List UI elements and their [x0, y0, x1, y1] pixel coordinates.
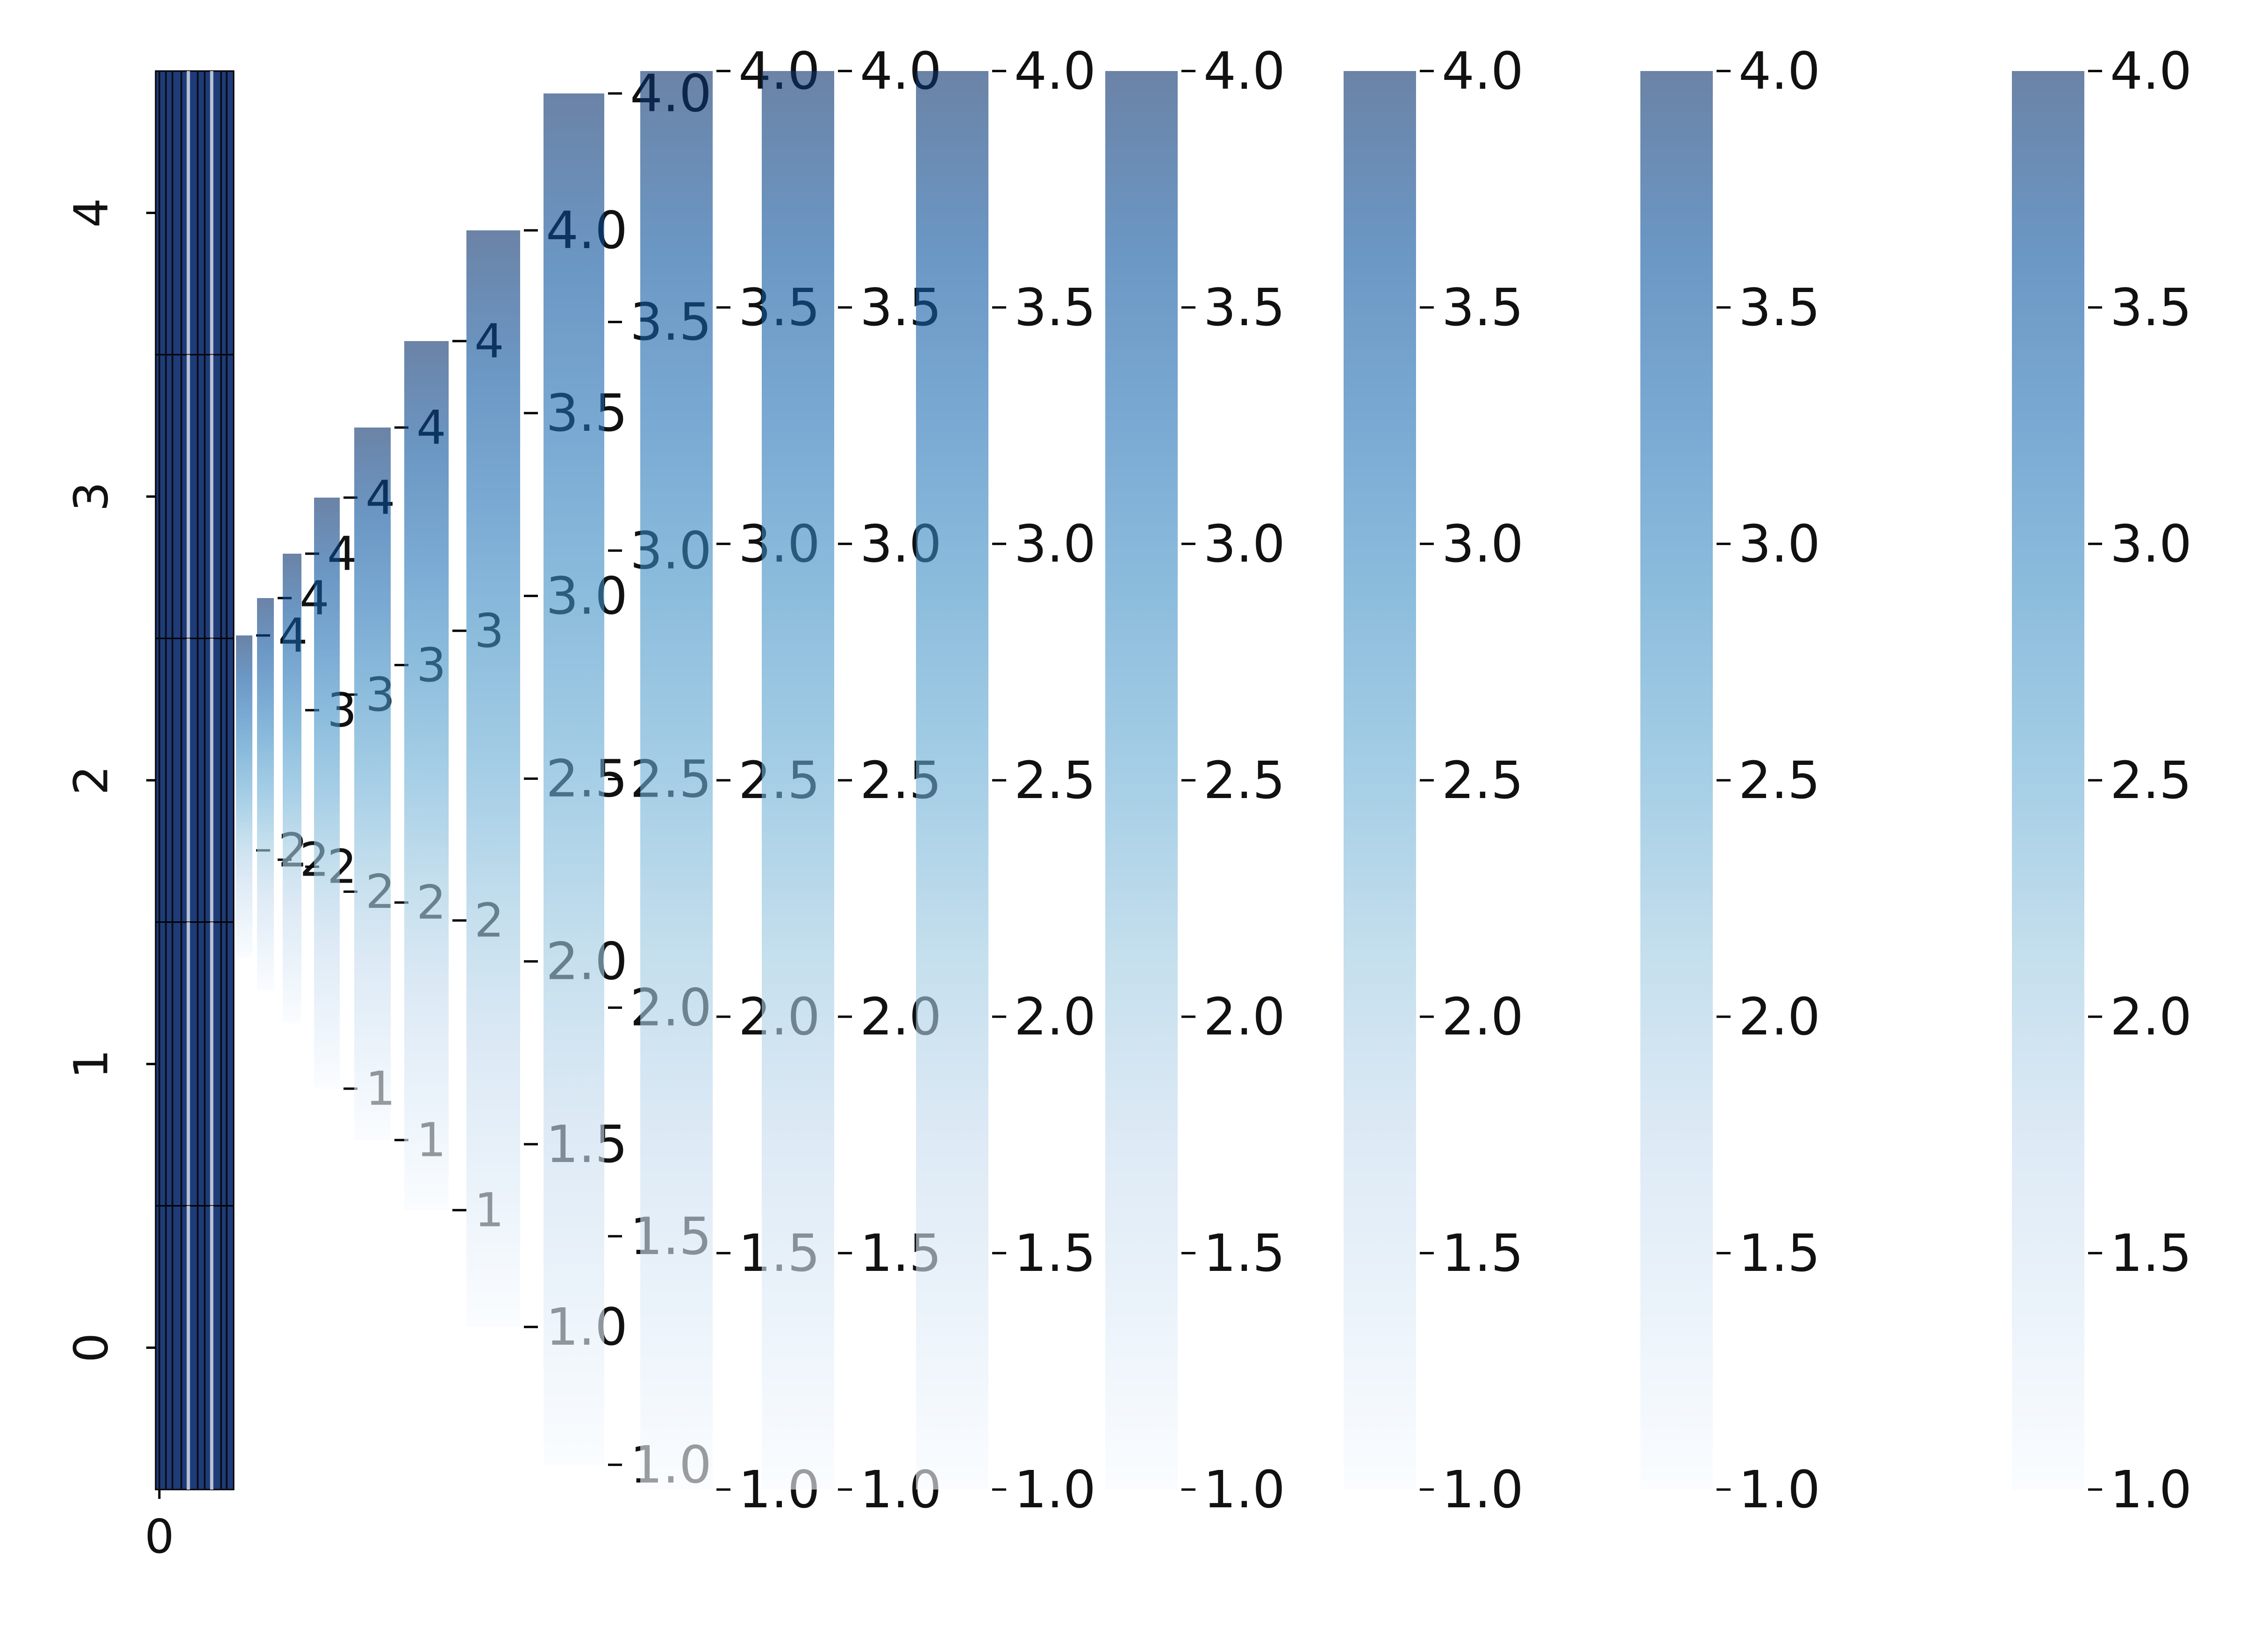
- colorbar-gradient: [354, 428, 391, 1140]
- colorbar-tick-label: 1.0: [1442, 1460, 1524, 1519]
- colorbar-gradient: [404, 341, 449, 1210]
- colorbar-gradient: [257, 598, 274, 991]
- colorbar-gradient: [283, 554, 301, 1023]
- colorbar-tick-label: 4.0: [1203, 41, 1285, 101]
- colorbar-tick-label: 3.5: [2110, 278, 2192, 337]
- colorbar-15: 1.0 1.5 2.0 2.5 3.0 3.5 4.0: [2012, 41, 2192, 1519]
- colorbar-tick-label: 2.5: [1739, 750, 1820, 810]
- colorbar-tick-label: 1.0: [1014, 1460, 1096, 1519]
- colorbar-tick-label: 2.0: [1014, 987, 1096, 1047]
- colorbar-tick-label: 1.5: [1739, 1223, 1820, 1283]
- x-tick-label: 0: [144, 1509, 174, 1564]
- colorbar-tick-label: 3.0: [1739, 514, 1820, 574]
- colorbar-tick-label: 2.0: [1442, 987, 1524, 1047]
- colorbar-gradient: [762, 71, 834, 1490]
- colorbar-gradient: [640, 71, 713, 1490]
- colorbar-tick-label: 2.0: [1203, 987, 1285, 1047]
- colorbar-tick-label: 2.5: [1014, 750, 1096, 810]
- colorbar-gradient: [544, 93, 604, 1465]
- colorbar-tick-label: 4.0: [1739, 41, 1820, 101]
- colorbar-tick-label: 1.5: [1442, 1223, 1524, 1283]
- colorbar-tick-label: 2.0: [2110, 987, 2192, 1047]
- colorbar-gradient: [1105, 71, 1178, 1490]
- y-tick-label: 2: [64, 765, 119, 795]
- colorbar-10: 1.01.52.02.53.03.54.0: [762, 41, 942, 1519]
- colorbar-tick-label: 3.0: [1442, 514, 1524, 574]
- colorbar-gradient: [916, 71, 988, 1490]
- colorbar-tick-label: 2.5: [2110, 750, 2192, 810]
- colorbar-tick-label: 3.5: [1014, 278, 1096, 337]
- colorbar-gradient: [1344, 71, 1416, 1490]
- colorbar-gradient: [2012, 71, 2084, 1490]
- colorbar-tick-label: 4.0: [2110, 41, 2192, 101]
- colorbar-gradient: [236, 635, 252, 958]
- colorbar-gradient: [314, 498, 340, 1089]
- colorbar-tick-label: 3.5: [1739, 278, 1820, 337]
- colorbar-tick-label: 3.0: [1014, 514, 1096, 574]
- colorbar-gradient: [466, 230, 520, 1327]
- y-tick-label: 3: [64, 482, 119, 512]
- y-tick-label: 4: [64, 198, 119, 228]
- colorbar-tick-label: 2.5: [1203, 750, 1285, 810]
- colorbar-11: 1.0 1.5 2.0 2.5 3.0 3.5 4.0: [916, 41, 1096, 1519]
- colorbar-tick-label: 3.0: [1203, 514, 1285, 574]
- colorbar-tick-label: 3.5: [1442, 278, 1524, 337]
- colorbar-tick-label: 1.0: [2110, 1460, 2192, 1519]
- colorbar-tick-label: 2.5: [1442, 750, 1524, 810]
- colorbar-gradient: [1640, 71, 1713, 1490]
- colorbar-tick-label: 3.0: [2110, 514, 2192, 574]
- colorbar-14: 1.0 1.5 2.0 2.5 3.0 3.5 4.0: [1640, 41, 1820, 1519]
- colorbar-tick-label: 1.0: [1739, 1460, 1820, 1519]
- colorbar-tick-label: 4.0: [1442, 41, 1524, 101]
- colorbar-tick-label: 3.5: [1203, 278, 1285, 337]
- colorbar-tick-label: 1.0: [1203, 1460, 1285, 1519]
- colorbar-tick-label: 1.5: [2110, 1223, 2192, 1283]
- colorbar-13: 1.0 1.5 2.0 2.5 3.0 3.5 4.0: [1344, 41, 1524, 1519]
- colorbar-tick-label: 1.5: [1203, 1223, 1285, 1283]
- colorbar-tick-label: 2.0: [1739, 987, 1820, 1047]
- y-tick-label: 1: [64, 1049, 119, 1079]
- colorbar-12: 1.0 1.5 2.0 2.5 3.0 3.5 4.0: [1105, 41, 1285, 1519]
- y-tick-label: 0: [64, 1333, 119, 1363]
- colorbar-tick-label: 4.0: [1014, 41, 1096, 101]
- colorbar-tick-label: 1.5: [1014, 1223, 1096, 1283]
- heatmap-axes: 0 1 2 3 4 0: [64, 70, 235, 1564]
